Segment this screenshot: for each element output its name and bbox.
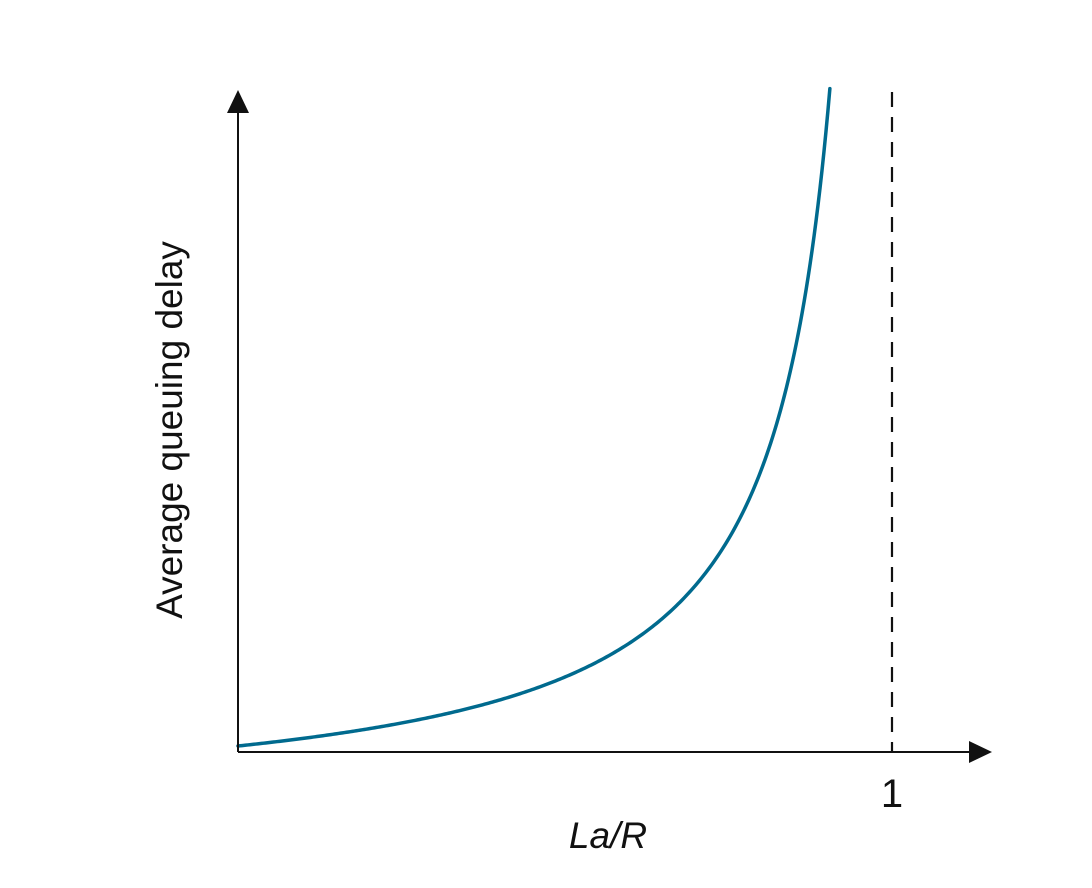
plot-area [236,86,894,752]
x-tick-labels: 1 [881,772,903,816]
delay-curve-line [236,86,832,748]
x-axis-label: La/R [569,815,647,856]
y-axis-label: Average queuing delay [149,241,190,619]
y-axis-arrow-icon [227,90,249,113]
x-tick-label: 1 [881,772,903,816]
x-axis-arrow-icon [969,741,992,763]
